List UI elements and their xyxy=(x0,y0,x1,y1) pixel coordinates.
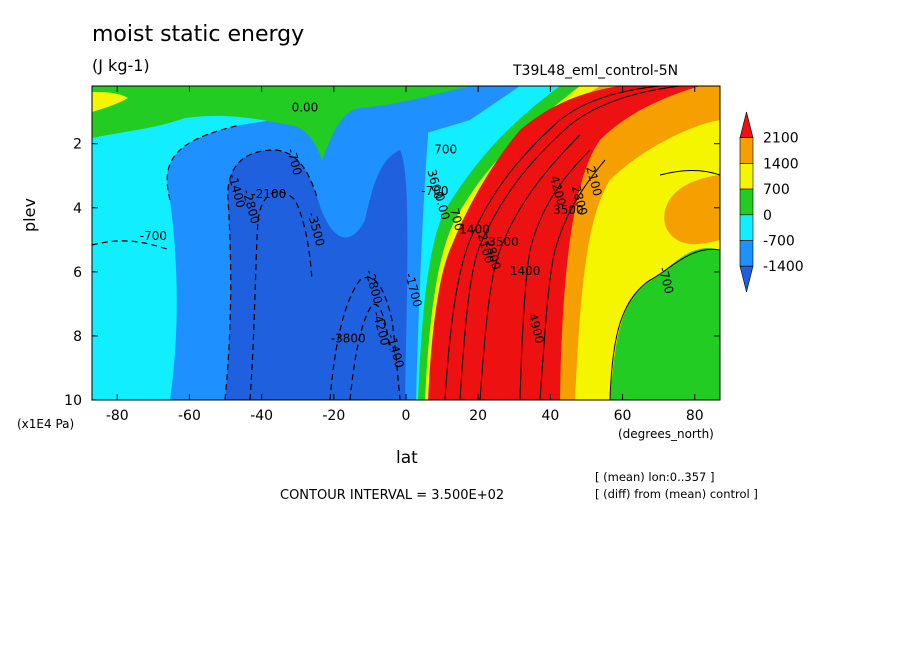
colorbar-label: -1400 xyxy=(763,259,804,275)
y-tick-label: 2 xyxy=(73,137,82,153)
x-tick-label: 60 xyxy=(614,408,632,424)
colorbar-label: 2100 xyxy=(763,131,799,147)
chart-title: moist static energy xyxy=(92,22,305,47)
y-axis: 2 4 6 8 10 xyxy=(64,137,720,409)
colorbar-swatch xyxy=(739,240,754,267)
x-tick-label: -40 xyxy=(250,408,273,424)
colorbar-bottom-triangle xyxy=(739,265,754,292)
contour-interval-text: CONTOUR INTERVAL = 3.500E+02 xyxy=(280,488,505,503)
colorbar-label: -700 xyxy=(763,234,795,250)
contour-lines-negative xyxy=(92,124,401,400)
colorbar-swatch xyxy=(739,163,754,190)
colorbar-label: 0 xyxy=(763,208,772,224)
colorbar-label: 1400 xyxy=(763,156,799,172)
x-tick-label: 80 xyxy=(686,408,704,424)
y-tick-label: 4 xyxy=(73,201,82,217)
colorbar-swatch xyxy=(739,137,754,164)
x-tick-label: 20 xyxy=(469,408,487,424)
contour-lines xyxy=(444,86,720,400)
y-axis-label: plev xyxy=(20,198,39,232)
y-axis-scale-note: (x1E4 Pa) xyxy=(17,417,75,431)
fill-0-700-top xyxy=(92,86,470,160)
y-tick-label: 10 xyxy=(64,393,82,409)
fill-lt-neg-1400 xyxy=(225,150,408,400)
contour-label: 700 xyxy=(447,207,466,233)
x-tick-label: -80 xyxy=(106,408,129,424)
fill-0-700-lobe xyxy=(612,280,720,400)
contour-label: 3500 xyxy=(553,203,584,217)
y-tick-label: 6 xyxy=(73,265,82,281)
colorbar-swatch xyxy=(739,188,754,216)
y-tick-label: 8 xyxy=(73,329,82,345)
x-axis-unit: (degrees_north) xyxy=(618,427,714,441)
contour-label: 0.00 xyxy=(432,192,452,221)
contour-label: -700 xyxy=(284,147,305,177)
contour-label: -2100 xyxy=(251,187,286,201)
run-label: T39L48_eml_control-5N xyxy=(513,63,679,79)
x-tick-label: -20 xyxy=(322,408,345,424)
contour-label: -700 xyxy=(656,265,677,295)
contour-label: -700 xyxy=(140,229,167,243)
colorbar-top-triangle xyxy=(739,111,754,138)
colorbar-swatch xyxy=(739,214,754,241)
contour-label: 3500 xyxy=(488,235,519,249)
x-axis-label: lat xyxy=(396,448,418,468)
contour-label: 1400 xyxy=(510,264,541,278)
fill-700-1400-topleft xyxy=(92,92,128,112)
x-tick-label: 40 xyxy=(541,408,559,424)
fill-gt-2100 xyxy=(428,86,700,400)
note-diff-control: [ (diff) from (mean) control ] xyxy=(595,487,758,501)
contour-label: -700 xyxy=(421,184,448,198)
contour-fill xyxy=(92,86,720,400)
colorbar-legend: 2100 1400 700 0 -700 -1400 xyxy=(739,111,804,292)
chart-units: (J kg-1) xyxy=(92,56,150,75)
note-mean-lon: [ (mean) lon:0..357 ] xyxy=(595,470,715,484)
x-axis: -80 -60 -40 -20 0 20 40 60 80 xyxy=(106,86,704,424)
colorbar-label: 700 xyxy=(763,182,790,198)
contour-label: -3800 xyxy=(331,331,366,345)
contour-label: 1400 xyxy=(459,222,490,236)
x-tick-label: 0 xyxy=(402,408,411,424)
contour-label: 0.00 xyxy=(292,101,319,115)
contour-label: 700 xyxy=(434,142,457,156)
x-tick-label: -60 xyxy=(178,408,201,424)
fill-1400-2100-lobe xyxy=(664,175,720,245)
